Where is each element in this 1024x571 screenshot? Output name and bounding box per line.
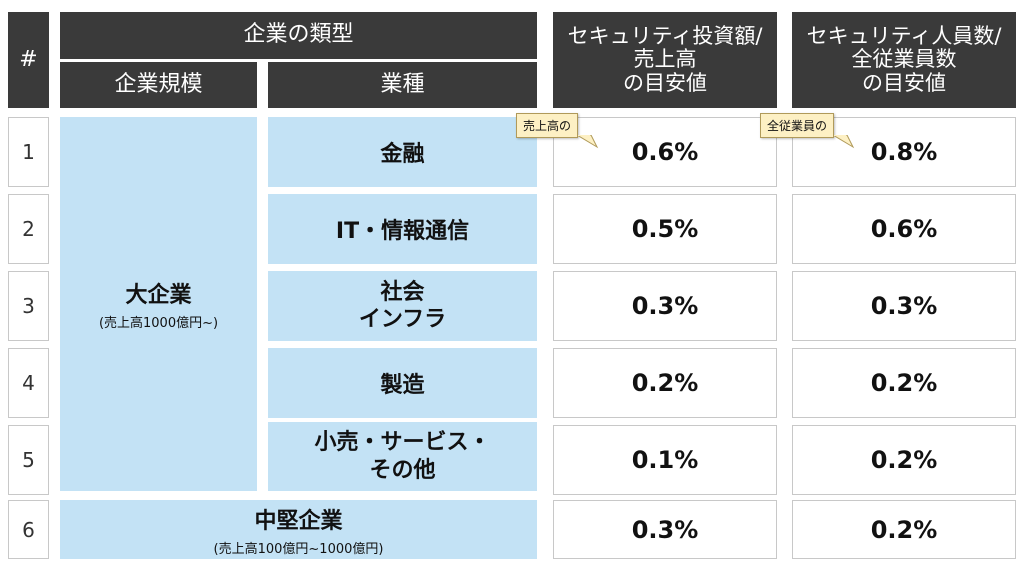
header-staff-line2: 全従業員数 xyxy=(851,47,957,72)
industry-label: 金融 xyxy=(380,142,425,167)
large-enterprise-label: 大企業 xyxy=(125,283,192,308)
staff-value-text: 0.6% xyxy=(870,215,938,243)
invest-callout-text: 売上高の xyxy=(523,119,572,133)
industry-label: その他 xyxy=(369,457,436,483)
industry-cell: 金融 xyxy=(268,117,537,187)
row-number: 6 xyxy=(8,500,49,559)
header-invest-ratio: セキュリティ投資額/ 売上高 の目安値 xyxy=(553,12,777,108)
header-staff-line3: の目安値 xyxy=(861,70,946,95)
invest-value-text: 0.6% xyxy=(631,138,699,166)
callout-tail-icon xyxy=(833,135,855,149)
row-number: 1 xyxy=(8,117,49,187)
invest-value-text: 0.1% xyxy=(631,446,699,474)
header-staff-ratio: セキュリティ人員数/ 全従業員数 の目安値 xyxy=(792,12,1016,108)
staff-value-text: 0.2% xyxy=(870,369,938,397)
mid-enterprise-sub: (売上高100億円~1000億円) xyxy=(213,541,384,557)
row-number: 5 xyxy=(8,425,49,495)
staff-value-text: 0.2% xyxy=(870,446,938,474)
mid-enterprise-label: 中堅企業 xyxy=(254,508,343,534)
large-enterprise-cell: 大企業 (売上高1000億円~) xyxy=(60,117,257,491)
invest-value: 0.5% xyxy=(553,194,777,264)
header-staff-line1: セキュリティ人員数/ xyxy=(806,24,1002,49)
industry-cell: 製造 xyxy=(268,348,537,418)
invest-value-text: 0.2% xyxy=(631,369,699,397)
staff-value: 0.2% xyxy=(792,348,1016,418)
callout-tail-icon xyxy=(577,135,599,149)
row-number: 3 xyxy=(8,271,49,341)
invest-value: 0.3% xyxy=(553,500,777,559)
industry-cell: 小売・サービス・ その他 xyxy=(268,422,537,491)
row-number-label: 2 xyxy=(22,217,35,241)
header-scale-label: 企業規模 xyxy=(114,71,203,97)
header-company-type-label: 企業の類型 xyxy=(243,22,354,48)
row-number-label: 3 xyxy=(22,294,35,318)
staff-value-text: 0.2% xyxy=(870,515,938,544)
header-number-label: # xyxy=(19,46,38,72)
invest-value: 0.6% xyxy=(553,117,777,187)
invest-value-text: 0.3% xyxy=(631,292,699,320)
header-number: # xyxy=(8,12,49,108)
row-number-label: 1 xyxy=(22,140,35,164)
row-number: 2 xyxy=(8,194,49,264)
row-number: 4 xyxy=(8,348,49,418)
staff-callout: 全従業員の xyxy=(760,113,855,149)
staff-value-text: 0.3% xyxy=(870,292,938,320)
staff-value: 0.6% xyxy=(792,194,1016,264)
invest-value: 0.3% xyxy=(553,271,777,341)
invest-callout: 売上高の xyxy=(516,113,599,149)
row-number-label: 6 xyxy=(22,517,35,542)
industry-label: 小売・サービス・ xyxy=(314,430,491,455)
staff-value: 0.3% xyxy=(792,271,1016,341)
header-invest-line1: セキュリティ投資額/ xyxy=(567,24,763,49)
staff-callout-text: 全従業員の xyxy=(767,119,828,133)
industry-cell: 社会 インフラ xyxy=(268,271,537,341)
industry-label: インフラ xyxy=(358,307,447,332)
invest-value: 0.2% xyxy=(553,348,777,418)
industry-label: 製造 xyxy=(380,373,425,398)
header-scale: 企業規模 xyxy=(60,62,257,108)
invest-value-text: 0.5% xyxy=(631,215,699,243)
staff-value-text: 0.8% xyxy=(870,138,938,166)
row-number-label: 5 xyxy=(22,448,35,472)
header-invest-line3: の目安値 xyxy=(622,70,707,95)
header-company-type: 企業の類型 xyxy=(60,12,537,59)
industry-label: IT・情報通信 xyxy=(335,219,470,244)
staff-value: 0.2% xyxy=(792,500,1016,559)
invest-value: 0.1% xyxy=(553,425,777,495)
industry-label: 社会 xyxy=(380,279,425,305)
large-enterprise-sub: (売上高1000億円~) xyxy=(98,316,219,331)
industry-cell: IT・情報通信 xyxy=(268,194,537,264)
header-industry-label: 業種 xyxy=(380,71,425,97)
header-industry: 業種 xyxy=(268,62,537,108)
invest-value-text: 0.3% xyxy=(631,515,699,544)
staff-value: 0.2% xyxy=(792,425,1016,495)
header-invest-line2: 売上高 xyxy=(633,47,697,72)
mid-enterprise-cell: 中堅企業 (売上高100億円~1000億円) xyxy=(60,500,537,559)
row-number-label: 4 xyxy=(22,371,35,395)
